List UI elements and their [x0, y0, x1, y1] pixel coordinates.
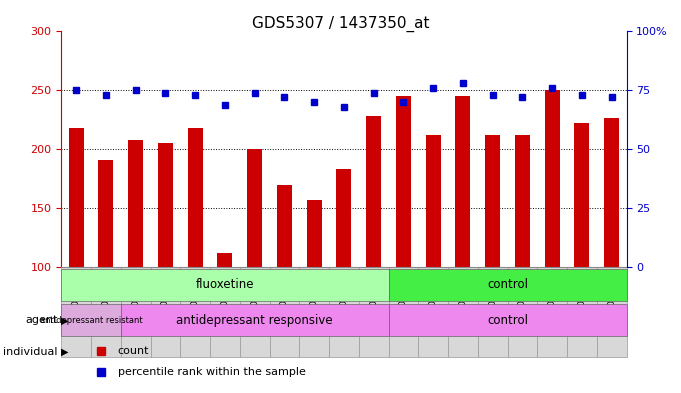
Bar — [418, 267, 448, 357]
Text: ▶: ▶ — [61, 347, 68, 357]
Bar — [158, 143, 173, 267]
Bar — [537, 267, 567, 357]
FancyBboxPatch shape — [61, 269, 389, 301]
Bar — [448, 267, 478, 357]
Bar — [396, 96, 411, 267]
Bar — [61, 267, 91, 357]
Bar — [188, 128, 203, 267]
Bar — [478, 267, 507, 357]
FancyBboxPatch shape — [389, 269, 627, 301]
FancyBboxPatch shape — [121, 304, 389, 336]
Text: control: control — [487, 314, 528, 327]
Bar — [240, 267, 270, 357]
Text: antidepressant resistant: antidepressant resistant — [39, 316, 142, 325]
Text: ▶: ▶ — [61, 315, 68, 325]
Bar — [545, 90, 560, 267]
Bar — [575, 123, 589, 267]
Bar — [270, 267, 299, 357]
Text: control: control — [487, 278, 528, 292]
Bar — [604, 118, 619, 267]
Bar — [567, 267, 597, 357]
Bar — [299, 267, 329, 357]
Bar — [329, 267, 359, 357]
Bar — [597, 267, 627, 357]
Text: individual: individual — [3, 347, 58, 357]
Bar — [91, 267, 121, 357]
Bar — [151, 267, 180, 357]
Bar — [515, 135, 530, 267]
Bar — [99, 160, 113, 267]
Bar — [217, 253, 232, 267]
Bar — [456, 96, 471, 267]
Bar — [180, 267, 210, 357]
Text: percentile rank within the sample: percentile rank within the sample — [118, 367, 306, 377]
Bar — [277, 185, 292, 267]
Bar — [389, 267, 418, 357]
Bar — [210, 267, 240, 357]
Bar — [121, 267, 151, 357]
Text: count: count — [118, 346, 149, 356]
Bar — [485, 135, 500, 267]
Bar — [359, 267, 389, 357]
Text: agent: agent — [25, 315, 58, 325]
Bar — [426, 135, 441, 267]
Bar — [247, 149, 262, 267]
FancyBboxPatch shape — [61, 304, 121, 336]
Bar — [306, 200, 321, 267]
Text: GDS5307 / 1437350_at: GDS5307 / 1437350_at — [252, 16, 429, 32]
Bar — [336, 169, 351, 267]
Text: fluoxetine: fluoxetine — [195, 278, 254, 292]
Text: antidepressant responsive: antidepressant responsive — [176, 314, 333, 327]
Bar — [507, 267, 537, 357]
Bar — [366, 116, 381, 267]
Bar — [128, 140, 143, 267]
FancyBboxPatch shape — [389, 304, 627, 336]
Bar — [69, 128, 84, 267]
